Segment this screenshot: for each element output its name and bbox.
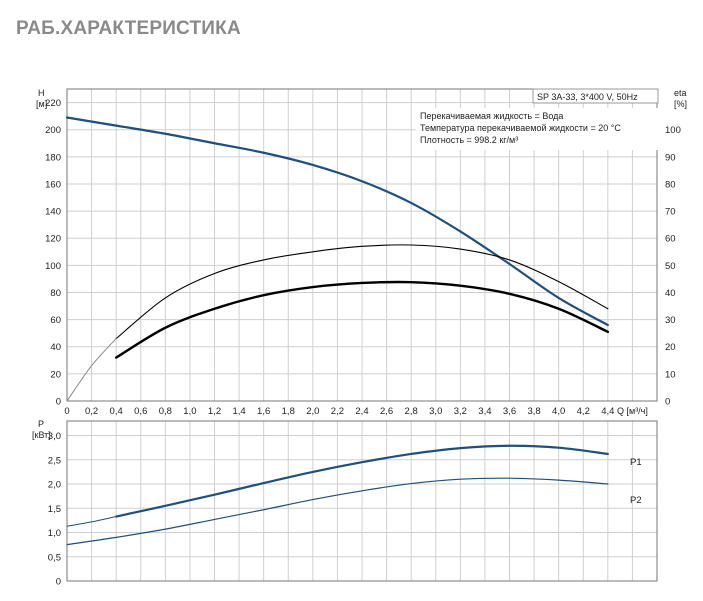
p-tick-label: 2,0: [48, 480, 61, 491]
x-tick-label: 3,4: [478, 406, 491, 417]
h-axis-label: H: [38, 88, 45, 98]
bottom-plot-frame: [66, 420, 658, 582]
h-tick-label: 220: [45, 98, 61, 109]
pump-label-box: [532, 88, 659, 104]
pump-label: SP 3A-33, 3*400 V, 50Hz: [537, 92, 638, 102]
eta-axis-label: eta: [674, 88, 687, 98]
h-tick-label: 40: [50, 342, 61, 353]
x-tick-label: 1,6: [257, 406, 270, 417]
eta-tick-label: 0: [665, 397, 670, 408]
p-tick-label: 0,5: [48, 552, 61, 563]
eta-tick-label: 50: [665, 261, 676, 272]
h-tick-label: 160: [45, 179, 61, 190]
x-tick-label: 3,2: [454, 406, 467, 417]
info-box: [416, 108, 658, 150]
x-tick-label: 0: [64, 406, 69, 417]
eta-tick-label: 30: [665, 315, 676, 326]
eta-tick-label: 20: [665, 342, 676, 353]
h-tick-label: 80: [50, 288, 61, 299]
eta-axis-unit: [%]: [674, 99, 687, 109]
info-line-liquid: Перекачиваемая жидкость = Вода: [420, 111, 563, 121]
x-tick-label: 4,4: [601, 406, 614, 417]
x-tick-label: 3,0: [429, 406, 442, 417]
eta-tick-label: 60: [665, 234, 676, 245]
h-curve: [65, 116, 609, 327]
h-axis-unit: [м]: [36, 99, 47, 109]
x-tick-label: 2,2: [331, 406, 344, 417]
h-tick-label: 140: [45, 207, 61, 218]
x-tick-label: 4,0: [552, 406, 565, 417]
page-title: РАБ.ХАРАКТЕРИСТИКА: [16, 18, 241, 39]
info-line-density: Плотность = 998.2 кг/м³: [420, 135, 518, 145]
h-tick-label: 200: [45, 125, 61, 136]
x-tick-label: 3,8: [527, 406, 540, 417]
x-tick-label: 2,4: [355, 406, 368, 417]
chart-axes: [66, 88, 658, 582]
p-tick-label: 3,0: [48, 431, 61, 442]
h-tick-label: 180: [45, 152, 61, 163]
eta-tick-label: 80: [665, 179, 676, 190]
q-axis-label: Q [м³/ч]: [617, 406, 648, 416]
series-label-p1: P1: [630, 457, 642, 468]
p2-curve: [66, 477, 609, 546]
bottom-chart-grid: [66, 421, 658, 582]
h-tick-label: 0: [56, 397, 61, 408]
x-tick-label: 1,4: [232, 406, 245, 417]
x-tick-label: 1,0: [183, 406, 196, 417]
p1-curve: [115, 444, 609, 518]
x-tick-label: 2,0: [306, 406, 319, 417]
x-tick-label: 0,8: [159, 406, 172, 417]
eta-tick-label: 70: [665, 207, 676, 218]
series-label-p2: P2: [630, 495, 642, 506]
x-tick-label: 0,2: [85, 406, 98, 417]
p-axis-label: P: [38, 419, 44, 429]
h-tick-label: 60: [50, 315, 61, 326]
x-tick-label: 4,2: [577, 406, 590, 417]
h-tick-label: 20: [50, 369, 61, 380]
x-tick-label: 2,8: [405, 406, 418, 417]
eta-tick-label: 90: [665, 152, 676, 163]
p-axis-unit: [кВт]: [32, 430, 51, 440]
p-tick-label: 1,5: [48, 504, 61, 515]
eta-curve-extension: [66, 338, 117, 402]
eta-tick-label: 100: [665, 125, 681, 136]
x-tick-label: 1,8: [282, 406, 295, 417]
x-tick-label: 2,6: [380, 406, 393, 417]
p-tick-label: 0: [56, 577, 61, 588]
chart-series: [65, 116, 610, 546]
eta-tick-label: 10: [665, 369, 676, 380]
top-plot-frame: [66, 88, 658, 402]
p1-curve-extension: [66, 516, 117, 527]
eta-curve-thick: [114, 280, 610, 359]
info-line-temperature: Температура перекачиваемой жидкости = 20…: [420, 123, 621, 133]
tick-labels: 0 0,2 0,4 0,6 0,8 1,0 1,2 1,4 1,6 1,8 2,0 2,2 2,4 2,6…: [45, 98, 681, 587]
h-tick-label: 100: [45, 261, 61, 272]
h-tick-label: 120: [45, 234, 61, 245]
eta-tick-label: 40: [665, 288, 676, 299]
x-tick-label: 0,4: [110, 406, 123, 417]
x-tick-label: 3,6: [503, 406, 516, 417]
eta-curve-thin: [115, 244, 609, 340]
p-tick-label: 2,5: [48, 455, 61, 466]
x-tick-label: 1,2: [208, 406, 221, 417]
x-tick-label: 0,6: [134, 406, 147, 417]
p-tick-label: 1,0: [48, 528, 61, 539]
